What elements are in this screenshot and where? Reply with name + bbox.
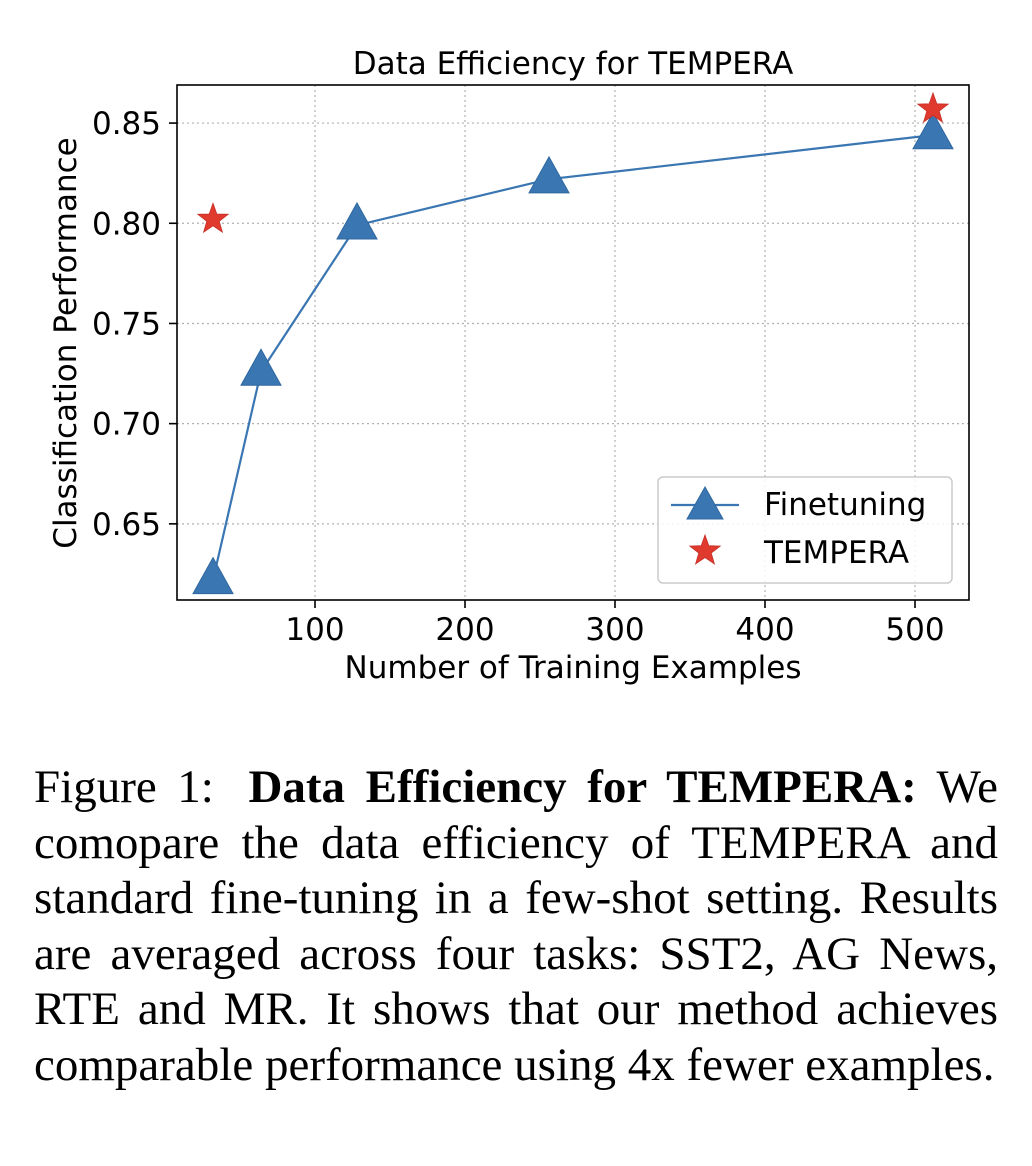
y-tick-label: 0.65	[92, 507, 161, 543]
x-tick-label: 400	[735, 612, 794, 648]
finetuning-point	[913, 113, 953, 149]
x-tick-label: 300	[585, 612, 644, 648]
x-tick-label: 200	[435, 612, 494, 648]
finetuning-point	[241, 349, 281, 385]
x-axis-label: Number of Training Examples	[345, 650, 802, 686]
caption-label: Figure 1:	[34, 761, 214, 813]
caption-title: Data Efficiency for TEMPERA:	[248, 761, 916, 813]
finetuning-point	[193, 558, 233, 594]
legend-tempera-label: TEMPERA	[763, 535, 909, 571]
legend-finetuning-label: Finetuning	[764, 487, 926, 523]
chart-container: 100 200 300 400 500 0.65 0.70 0.75 0.80 0.85 Data…	[0, 0, 1032, 700]
legend: Finetuning TEMPERA	[658, 477, 952, 583]
tempera-point	[198, 203, 228, 232]
chart-title: Data Efficiency for TEMPERA	[353, 46, 794, 82]
figure-caption: Figure 1: Data Efficiency for TEMPERA: W…	[34, 760, 998, 1093]
y-axis-label: Classification Performance	[48, 137, 84, 548]
y-tick-label: 0.85	[92, 106, 161, 142]
y-tick-label: 0.75	[92, 306, 161, 342]
line-chart: 100 200 300 400 500 0.65 0.70 0.75 0.80 0.85 Data…	[0, 0, 1032, 700]
y-tick-label: 0.80	[92, 206, 161, 242]
x-tick-label: 100	[285, 612, 344, 648]
y-tick-label: 0.70	[92, 407, 161, 443]
finetuning-point	[529, 157, 569, 193]
x-tick-label: 500	[885, 612, 944, 648]
